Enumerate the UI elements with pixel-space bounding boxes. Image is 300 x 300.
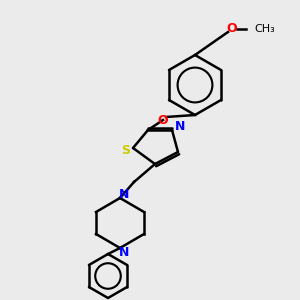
Text: N: N (175, 119, 185, 133)
Text: O: O (227, 22, 237, 35)
Text: N: N (119, 188, 129, 200)
Text: S: S (122, 145, 130, 158)
Text: O: O (158, 113, 168, 127)
Text: CH₃: CH₃ (254, 24, 275, 34)
Text: N: N (119, 245, 129, 259)
